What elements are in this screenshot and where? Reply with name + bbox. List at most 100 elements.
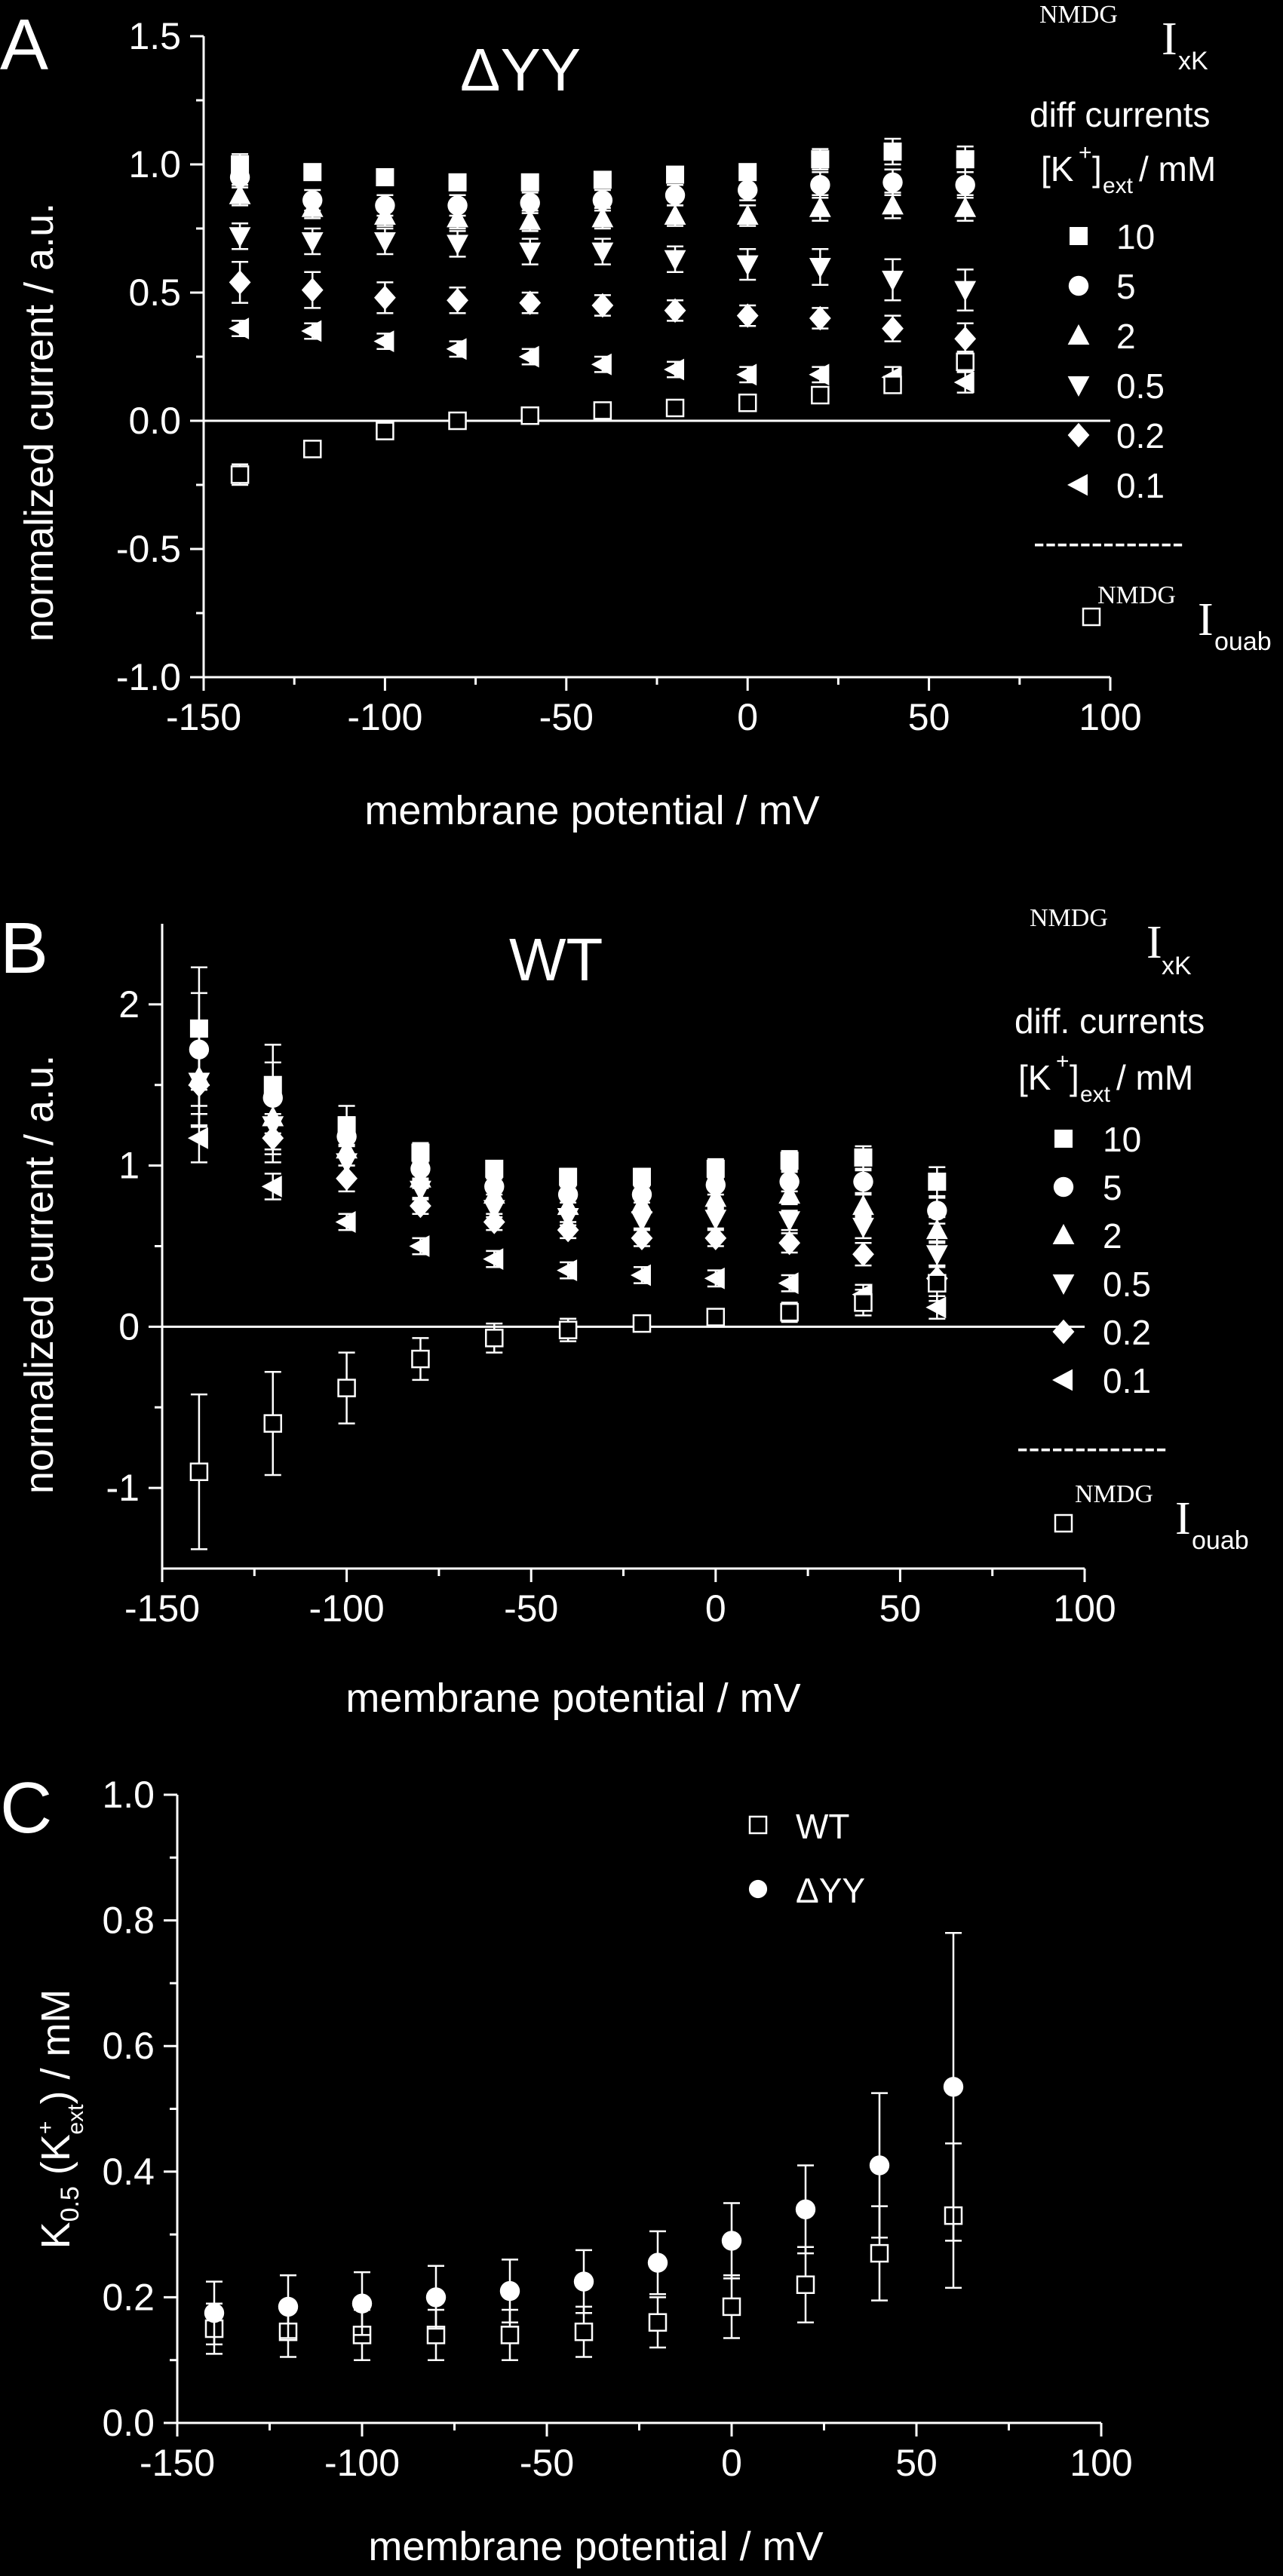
panel-a-point: [520, 192, 540, 213]
panel-a-point: [447, 207, 468, 228]
panel-a-xtick-label: 100: [1079, 696, 1141, 738]
svg-text:+: +: [1056, 1049, 1070, 1074]
panel-b-point: [925, 1296, 947, 1319]
panel-b: B WT normalized current / a.u. membrane …: [0, 904, 1249, 1721]
panel-c-point: [796, 2275, 815, 2294]
panel-a-point: [953, 371, 975, 394]
panel-a-legend-label-10: 10: [1116, 217, 1155, 256]
panel-a-point: [738, 163, 757, 182]
panel-a-point: [301, 320, 322, 342]
panel-a-point: [882, 172, 903, 192]
panel-a-point: [301, 278, 324, 302]
panel-a-point: [736, 303, 759, 328]
panel-c-ytick-label: 1.0: [102, 1774, 155, 1816]
panel-a-point: [664, 358, 685, 381]
panel-a-point: [518, 345, 539, 368]
svg-text:I: I: [1198, 594, 1214, 646]
panel-b-point: [705, 1175, 726, 1195]
panel-b-xlabel: membrane potential / mV: [345, 1676, 800, 1721]
panel-c-ylabel-k: K: [33, 2222, 78, 2249]
panel-a-series-2: [229, 183, 977, 232]
panel-a-point: [955, 175, 975, 195]
panel-a-point: [736, 204, 759, 225]
panel-a-legend-ouab: NMDG I ouab: [1082, 581, 1272, 656]
panel-c-ytick-label: 0.8: [102, 1900, 155, 1942]
panel-c-ylabel-sub2: ext: [63, 2104, 88, 2135]
panel-a-point: [520, 173, 539, 192]
panel-b-point: [854, 1148, 873, 1167]
panel-b-point: [706, 1308, 726, 1326]
panel-c-point: [722, 2297, 741, 2317]
panel-a-point: [446, 338, 467, 360]
panel-a-point: [809, 363, 830, 386]
panel-b-legend-line2: diff. currents: [1014, 1001, 1205, 1041]
panel-b-legend-ouab: NMDG I ouab: [1054, 1480, 1249, 1555]
panel-a-series-0.1: [229, 317, 975, 394]
panel-a-point: [373, 330, 394, 352]
panel-b-point: [337, 1378, 356, 1397]
panel-a-point: [956, 352, 975, 372]
panel-a-legend-marker-ouab: [1082, 607, 1101, 627]
panel-a-series-0.5: [229, 222, 977, 312]
panel-b-point: [558, 1320, 578, 1339]
panel-b-point: [410, 1180, 431, 1201]
panel-a-legend-line3: [K + ] ext / mM: [1041, 140, 1216, 198]
panel-c-point: [500, 2326, 520, 2344]
panel-b-point: [704, 1186, 727, 1207]
svg-text:]: ]: [1070, 1058, 1079, 1097]
panel-b-legend-marker-0.5: [1052, 1274, 1075, 1295]
panel-b-legend-separator: -------------: [1017, 1428, 1167, 1467]
panel-c-xlabel: membrane potential / mV: [368, 2524, 823, 2569]
panel-b-point: [188, 1072, 210, 1097]
panel-b-plot: -150 -100 -50 0 50 100 -1 0 1 2: [106, 924, 1116, 1630]
panel-a-ytick-label: 0.0: [128, 400, 181, 442]
panel-c-ytick-label: 0.6: [102, 2025, 155, 2067]
panel-c-point: [574, 2322, 594, 2341]
panel-c-legend-marker-1: [748, 1879, 768, 1899]
panel-c-legend-label-1: ΔYY: [796, 1871, 865, 1910]
panel-a-legend-marker-0.1: [1067, 474, 1088, 496]
panel-a-plot: -150 -100 -50 0 50 100 -1.0 -0.5 0.0 0.5 1.0 1.5: [116, 15, 1142, 738]
panel-b-legend-heading-sub: xK: [1162, 952, 1192, 980]
panel-b-xtick-label: -100: [309, 1587, 385, 1630]
panel-c-ylabel: K0.5 (K+ ext) / mM: [33, 1989, 88, 2249]
panel-b-legend-heading-sup: NMDG: [1030, 904, 1108, 932]
panel-a-xtick-label: -100: [347, 696, 422, 738]
panel-a-point: [593, 170, 612, 189]
panel-b-point: [852, 1194, 874, 1216]
panel-b-legend-label-2: 2: [1103, 1216, 1122, 1256]
panel-a-legend-marker-2: [1067, 324, 1090, 345]
panel-c-xtick-label: 0: [721, 2442, 742, 2484]
panel-a-xtick-label: 0: [737, 696, 758, 738]
panel-b-point: [852, 1241, 874, 1267]
panel-b-point: [483, 1210, 505, 1234]
panel-b-point: [780, 1152, 799, 1170]
panel-b-point: [852, 1217, 874, 1238]
panel-b-point: [261, 1176, 282, 1198]
panel-b-xtick-label: 0: [705, 1587, 726, 1630]
panel-b-xtick-label: -50: [504, 1587, 558, 1630]
panel-b-legend-label-10: 10: [1103, 1120, 1141, 1159]
panel-a-point: [229, 183, 251, 204]
panel-b-point: [410, 1193, 431, 1219]
panel-b-point: [336, 1166, 358, 1191]
panel-c-xtick-label: -150: [140, 2442, 215, 2484]
panel-c-xtick-label: 100: [1070, 2442, 1132, 2484]
panel-b-legend-marker-0.1: [1052, 1369, 1073, 1391]
panel-a-point: [809, 196, 831, 217]
panel-a-point: [591, 207, 614, 228]
panel-a-ytick-label: 0.5: [128, 271, 181, 314]
panel-b-legend-marker-ouab: [1054, 1513, 1073, 1533]
panel-c-legend: WT ΔYY: [748, 1807, 865, 1910]
panel-a-ylabel: normalized current / a.u.: [17, 203, 62, 642]
panel-b-ytick-label: -1: [106, 1467, 140, 1509]
panel-a-point: [376, 422, 394, 440]
panel-a-point: [447, 195, 468, 216]
panel-a-point: [448, 411, 467, 431]
panel-a-point: [882, 194, 904, 215]
panel-b-legend-label-0.2: 0.2: [1103, 1313, 1151, 1352]
panel-b-letter: B: [0, 908, 48, 989]
panel-c-point: [869, 2155, 890, 2176]
panel-a-xtick-label: -150: [166, 696, 241, 738]
